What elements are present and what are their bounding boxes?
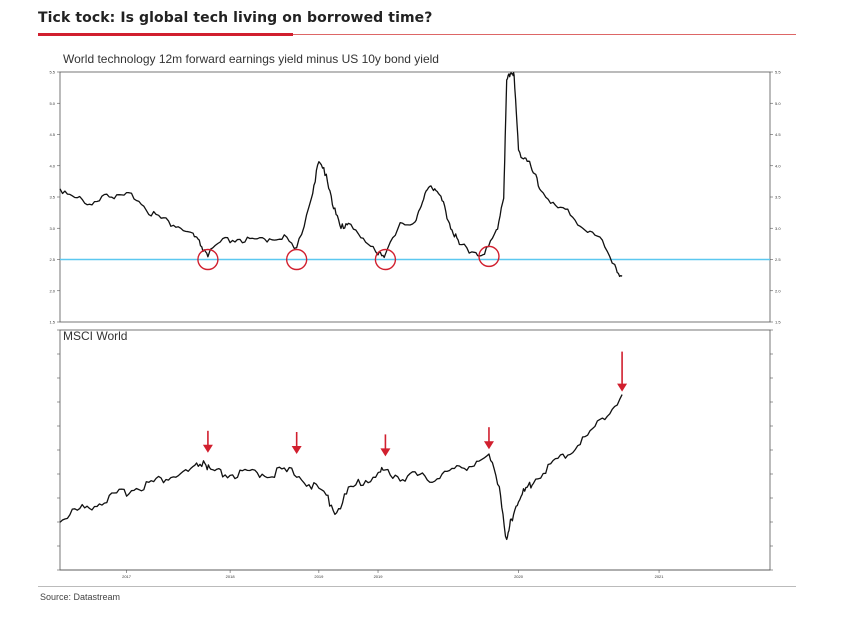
peak-arrow-head <box>617 383 628 392</box>
top-right-tick-label: 2.0 <box>775 288 781 293</box>
top-left-tick-label: 1.5 <box>49 320 55 325</box>
low-marker-circle <box>478 245 500 268</box>
top-right-tick-label: 3.5 <box>775 195 781 200</box>
bottom-chart-title: MSCI World <box>63 329 127 343</box>
peak-arrow-head <box>291 446 302 454</box>
top-panel-frame <box>59 71 771 323</box>
peak-arrow-head <box>380 448 391 457</box>
x-tick-label: 2019 <box>374 574 384 579</box>
x-tick-label: 2017 <box>122 574 132 579</box>
top-left-tick-label: 2.5 <box>49 257 55 262</box>
bottom-series-line <box>59 394 623 541</box>
source-note: Source: Datastream <box>40 592 121 602</box>
top-left-tick-label: 4.5 <box>49 132 55 137</box>
top-right-tick-label: 5.5 <box>775 70 781 75</box>
top-right-tick-label: 5.0 <box>775 101 781 106</box>
x-tick-label: 2020 <box>514 574 524 579</box>
title-underline-accent <box>38 33 293 36</box>
x-tick-label: 2019 <box>314 574 324 579</box>
top-right-tick-label: 4.0 <box>775 163 781 168</box>
top-left-tick-label: 2.0 <box>49 288 55 293</box>
top-left-tick-label: 3.5 <box>49 195 55 200</box>
top-chart-title: World technology 12m forward earnings yi… <box>63 52 439 66</box>
title-underline-rule <box>293 34 796 35</box>
x-tick-label: 2021 <box>655 574 665 579</box>
top-left-tick-label: 5.5 <box>49 70 55 75</box>
top-right-tick-label: 4.5 <box>775 132 781 137</box>
low-marker-circle <box>197 248 219 271</box>
top-left-tick-label: 3.0 <box>49 226 55 231</box>
top-series-line <box>59 71 623 278</box>
top-left-tick-label: 5.0 <box>49 101 55 106</box>
peak-arrow-head <box>483 441 494 450</box>
low-marker-circle <box>285 248 308 271</box>
bottom-panel-frame <box>59 329 771 571</box>
x-tick-label: 2018 <box>226 574 236 579</box>
top-right-tick-label: 3.0 <box>775 226 781 231</box>
footer-rule <box>38 586 796 587</box>
top-right-tick-label: 1.5 <box>775 320 781 325</box>
page-title: Tick tock: Is global tech living on borr… <box>38 10 433 26</box>
low-marker-circle <box>374 248 397 271</box>
top-left-tick-label: 4.0 <box>49 163 55 168</box>
peak-arrow-head <box>202 444 213 453</box>
top-right-tick-label: 2.5 <box>775 257 781 262</box>
